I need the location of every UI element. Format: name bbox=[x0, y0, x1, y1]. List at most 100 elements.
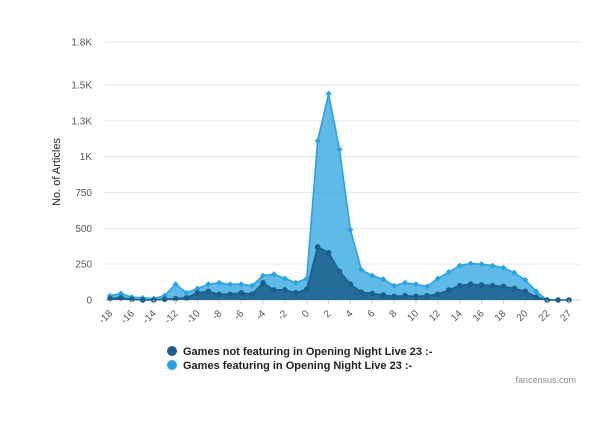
credit-text[interactable]: fancensus.com bbox=[515, 375, 576, 385]
data-point-not-featuring[interactable] bbox=[139, 297, 146, 303]
legend-swatch-not-featuring bbox=[167, 346, 177, 356]
data-point-featuring[interactable] bbox=[456, 262, 463, 269]
data-point-not-featuring[interactable] bbox=[205, 288, 212, 295]
data-point-not-featuring[interactable] bbox=[380, 292, 387, 298]
x-tick-label: 8 bbox=[388, 308, 400, 320]
x-tick-label: 10 bbox=[405, 308, 421, 324]
data-point-featuring[interactable] bbox=[227, 281, 234, 288]
data-point-not-featuring[interactable] bbox=[249, 291, 255, 298]
data-point-not-featuring[interactable] bbox=[325, 249, 332, 256]
y-axis: 0 250 500 750 1K 1.3K 1.5K 1.8K bbox=[71, 38, 92, 307]
data-point-not-featuring[interactable] bbox=[467, 281, 474, 288]
data-point-featuring[interactable] bbox=[270, 271, 277, 278]
data-point-not-featuring[interactable] bbox=[555, 297, 561, 303]
data-point-featuring[interactable] bbox=[194, 285, 201, 292]
legend-swatch-featuring bbox=[167, 360, 177, 370]
legend-item-not-featuring[interactable]: Games not featuring in Opening Night Liv… bbox=[167, 346, 433, 358]
y-tick-label: 0 bbox=[86, 296, 92, 307]
legend-label-featuring: Games featuring in Opening Night Live 23… bbox=[183, 360, 413, 372]
data-point-featuring[interactable] bbox=[467, 260, 474, 267]
data-point-featuring[interactable] bbox=[347, 226, 354, 233]
data-point-not-featuring[interactable] bbox=[303, 286, 310, 293]
data-point-not-featuring[interactable] bbox=[522, 288, 529, 295]
data-point-featuring[interactable] bbox=[336, 146, 343, 153]
data-point-not-featuring[interactable] bbox=[172, 295, 179, 302]
data-point-not-featuring[interactable] bbox=[161, 296, 168, 303]
data-point-featuring[interactable] bbox=[303, 275, 310, 282]
data-point-featuring[interactable] bbox=[216, 279, 223, 286]
data-point-not-featuring[interactable] bbox=[402, 292, 408, 299]
data-point-featuring[interactable] bbox=[522, 276, 529, 283]
y-tick-label: 1.3K bbox=[71, 116, 92, 127]
data-point-not-featuring[interactable] bbox=[424, 292, 430, 299]
y-tick-label: 1K bbox=[80, 152, 93, 163]
data-point-featuring[interactable] bbox=[478, 261, 485, 268]
data-point-not-featuring[interactable] bbox=[118, 295, 124, 301]
data-point-not-featuring[interactable] bbox=[271, 287, 277, 293]
data-point-not-featuring[interactable] bbox=[314, 244, 321, 250]
data-point-not-featuring[interactable] bbox=[445, 287, 452, 293]
x-tick-label: -2 bbox=[276, 308, 290, 322]
data-point-featuring[interactable] bbox=[358, 266, 365, 273]
data-point-not-featuring[interactable] bbox=[533, 294, 540, 300]
data-point-not-featuring[interactable] bbox=[413, 293, 419, 300]
legend-label-not-featuring: Games not featuring in Opening Night Liv… bbox=[183, 346, 433, 358]
data-point-featuring[interactable] bbox=[511, 269, 518, 276]
data-point-featuring[interactable] bbox=[391, 282, 398, 289]
data-point-not-featuring[interactable] bbox=[216, 291, 223, 298]
data-point-not-featuring[interactable] bbox=[456, 282, 463, 289]
legend-item-featuring[interactable]: Games featuring in Opening Night Live 23… bbox=[167, 360, 413, 372]
data-point-not-featuring[interactable] bbox=[238, 290, 244, 296]
data-point-featuring[interactable] bbox=[380, 276, 387, 283]
x-tick-label: 27 bbox=[558, 308, 574, 324]
x-tick-label: -6 bbox=[232, 308, 246, 322]
data-point-featuring[interactable] bbox=[238, 281, 245, 288]
data-point-featuring[interactable] bbox=[292, 279, 299, 286]
data-point-featuring[interactable] bbox=[183, 289, 190, 296]
data-point-featuring[interactable] bbox=[402, 279, 409, 286]
data-point-featuring[interactable] bbox=[423, 283, 430, 290]
data-point-not-featuring[interactable] bbox=[292, 290, 299, 296]
data-point-not-featuring[interactable] bbox=[347, 281, 354, 288]
data-point-featuring[interactable] bbox=[500, 264, 507, 271]
x-tick-label: -4 bbox=[254, 308, 268, 322]
data-point-not-featuring[interactable] bbox=[478, 282, 485, 288]
data-point-featuring[interactable] bbox=[434, 275, 441, 282]
data-point-featuring[interactable] bbox=[260, 272, 266, 279]
data-point-featuring[interactable] bbox=[325, 90, 332, 97]
data-point-not-featuring[interactable] bbox=[358, 289, 365, 295]
data-point-not-featuring[interactable] bbox=[489, 282, 496, 289]
data-point-not-featuring[interactable] bbox=[260, 280, 266, 286]
data-point-not-featuring[interactable] bbox=[435, 291, 441, 298]
data-point-featuring[interactable] bbox=[445, 269, 452, 276]
data-point-featuring[interactable] bbox=[369, 272, 376, 279]
data-point-not-featuring[interactable] bbox=[183, 295, 190, 301]
data-point-featuring[interactable] bbox=[533, 288, 540, 295]
data-point-featuring[interactable] bbox=[117, 290, 124, 297]
data-point-featuring[interactable] bbox=[314, 137, 321, 144]
y-axis-label: No. of Articles bbox=[51, 138, 63, 206]
data-point-featuring[interactable] bbox=[249, 282, 256, 289]
plot-markers[interactable] bbox=[107, 90, 572, 303]
data-point-not-featuring[interactable] bbox=[282, 287, 288, 293]
data-point-not-featuring[interactable] bbox=[500, 283, 507, 290]
data-point-not-featuring[interactable] bbox=[336, 268, 343, 275]
data-point-not-featuring[interactable] bbox=[391, 293, 397, 300]
y-tick-label: 1.8K bbox=[71, 38, 92, 49]
x-tick-label: -12 bbox=[163, 308, 181, 326]
data-point-featuring[interactable] bbox=[172, 281, 179, 288]
x-tick-label: 22 bbox=[537, 308, 553, 324]
data-point-featuring[interactable] bbox=[205, 281, 212, 288]
data-point-not-featuring[interactable] bbox=[194, 290, 201, 296]
data-point-not-featuring[interactable] bbox=[511, 285, 518, 292]
data-point-not-featuring[interactable] bbox=[369, 290, 376, 297]
data-point-featuring[interactable] bbox=[413, 281, 419, 288]
data-point-not-featuring[interactable] bbox=[107, 295, 113, 302]
x-tick-label: 12 bbox=[427, 308, 443, 324]
data-point-not-featuring[interactable] bbox=[129, 296, 135, 303]
data-point-featuring[interactable] bbox=[281, 275, 288, 282]
x-tick-label: 18 bbox=[493, 308, 509, 324]
data-point-not-featuring[interactable] bbox=[227, 291, 234, 298]
data-point-featuring[interactable] bbox=[489, 262, 496, 269]
